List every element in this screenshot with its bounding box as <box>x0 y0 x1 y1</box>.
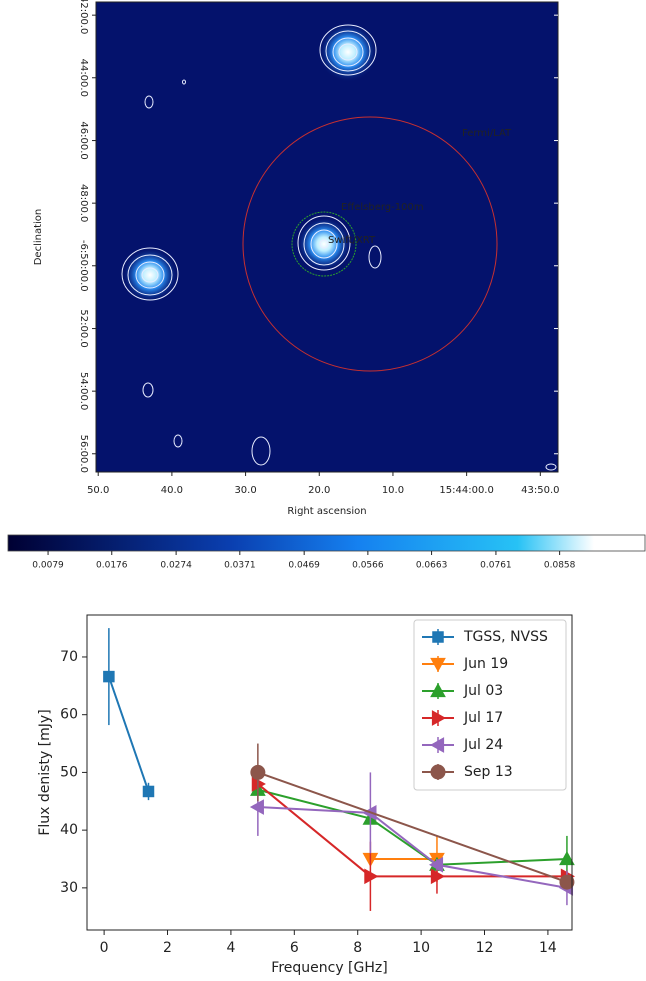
y-axis-label: Declination <box>33 209 44 266</box>
x-tick-label: 43:50.0 <box>521 485 559 496</box>
colorbar-tick-label: 0.0858 <box>544 561 576 571</box>
x-axis-label: Right ascension <box>287 506 366 517</box>
x-tick-label: 10.0 <box>382 485 404 496</box>
colorbar-tick-label: 0.0663 <box>416 561 448 571</box>
annotation: Effelsberg-100m <box>341 202 424 213</box>
colorbar-tick-label: 0.0566 <box>352 561 384 571</box>
colorbar-tick-label: 0.0079 <box>32 561 64 571</box>
colorbar-tick-label: 0.0469 <box>288 561 320 571</box>
legend-label: TGSS, NVSS <box>463 629 548 645</box>
series-line <box>109 677 149 792</box>
x-tick-label: 50.0 <box>87 485 109 496</box>
y-tick-label: 42:00.0 <box>78 0 89 34</box>
colorbar-tick-label: 0.0761 <box>480 561 512 571</box>
x-tick-label: 40.0 <box>161 485 183 496</box>
y-tick-label: 46:00.0 <box>78 121 89 159</box>
annotation: Fermi/LAT <box>462 128 512 139</box>
x-tick-label: 4 <box>226 940 235 956</box>
figure: Fermi/LAT Effelsberg-100m Swift/XRT 50.0… <box>0 0 646 977</box>
marker <box>251 765 265 779</box>
y-tick-label: 44:00.0 <box>78 59 89 97</box>
y-tick-label: 30 <box>60 880 78 896</box>
y-tick-label: 54:00.0 <box>78 372 89 410</box>
x-tick-label: 15:44:00.0 <box>439 485 493 496</box>
x-tick-label: 8 <box>353 940 362 956</box>
legend-marker <box>431 765 445 779</box>
series-line <box>258 784 567 876</box>
colorbar <box>8 535 645 551</box>
legend-label: Jul 17 <box>463 710 503 726</box>
x-tick-label: 10 <box>412 940 430 956</box>
marker <box>104 671 115 682</box>
marker <box>143 786 154 797</box>
legend-label: Jun 19 <box>463 656 508 672</box>
y-axis-label: Flux denisty [mJy] <box>37 709 53 835</box>
colorbar-tick-label: 0.0371 <box>224 561 256 571</box>
x-tick-label: 30.0 <box>234 485 256 496</box>
y-tick-label: 50 <box>60 764 78 780</box>
y-tick-label: 56:00.0 <box>78 435 89 473</box>
y-tick-label: 52:00.0 <box>78 309 89 347</box>
y-tick-label: 70 <box>60 649 78 665</box>
colorbar-tick-label: 0.0176 <box>96 561 128 571</box>
x-tick-label: 14 <box>539 940 557 956</box>
legend-label: Jul 03 <box>463 683 503 699</box>
x-tick-label: 2 <box>163 940 172 956</box>
y-tick-label: -6:50:00.0 <box>78 240 89 292</box>
legend-label: Jul 24 <box>463 737 503 753</box>
legend-marker <box>433 632 444 643</box>
legend-label: Sep 13 <box>464 764 513 780</box>
y-tick-label: 40 <box>60 822 78 838</box>
annotation: Swift/XRT <box>328 235 376 246</box>
x-tick-label: 0 <box>100 940 109 956</box>
page: Fermi/LAT Effelsberg-100m Swift/XRT 50.0… <box>0 0 646 981</box>
x-tick-label: 12 <box>476 940 494 956</box>
x-tick-label: 6 <box>290 940 299 956</box>
x-tick-label: 20.0 <box>308 485 330 496</box>
colorbar-tick-label: 0.0274 <box>160 561 192 571</box>
sky-image <box>96 2 558 472</box>
x-axis-label: Frequency [GHz] <box>271 960 387 976</box>
y-tick-label: 48:00.0 <box>78 184 89 222</box>
y-tick-label: 60 <box>60 707 78 723</box>
